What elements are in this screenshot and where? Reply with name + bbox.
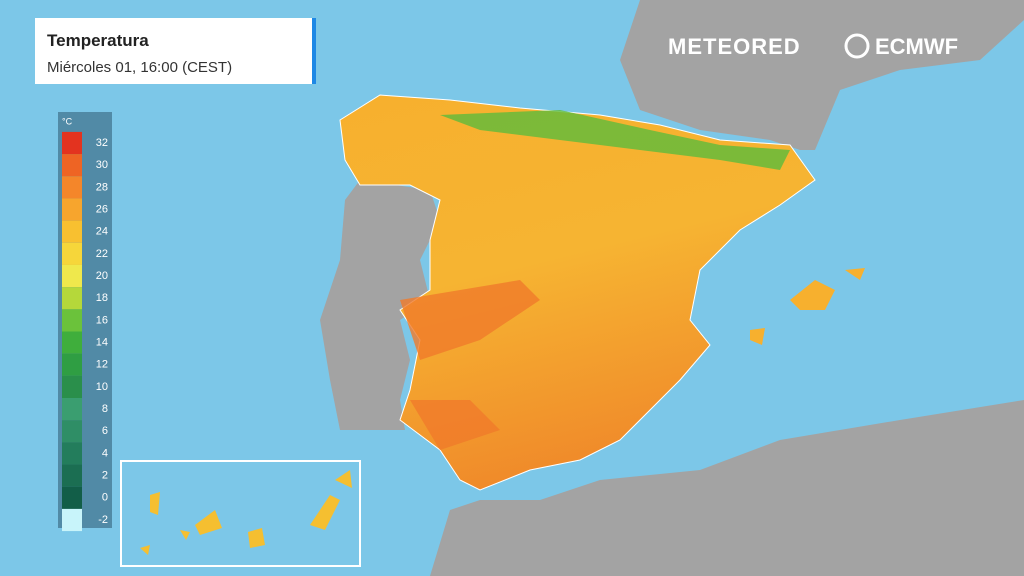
legend-tick-label: 12 [96, 359, 108, 371]
legend-tick-label: 16 [96, 314, 108, 326]
legend-swatch [62, 154, 82, 177]
legend-tick-label: 30 [96, 159, 108, 171]
legend-tick-label: 22 [96, 248, 108, 260]
title-accent [312, 18, 316, 84]
legend-swatch [62, 131, 82, 155]
subtitle: Miércoles 01, 16:00 (CEST) [47, 59, 232, 76]
south-hot-zone [400, 280, 540, 450]
legend-swatch [62, 264, 82, 288]
north-cool-zone [440, 110, 790, 170]
legend-tick-label: 26 [96, 203, 108, 215]
partner-icon [844, 33, 870, 59]
legend-swatch [62, 464, 82, 487]
brand-logo: METEORED [668, 34, 801, 59]
legend-swatch [62, 486, 82, 509]
partner-logo: ECMWF [875, 34, 958, 59]
canarias-inset [120, 460, 361, 567]
legend-tick-label: 32 [96, 137, 108, 149]
legend-swatch [62, 287, 82, 310]
title-box [35, 18, 316, 84]
portugal [320, 180, 440, 430]
legend-tick-label: -2 [98, 514, 108, 526]
legend-tick-label: 28 [96, 181, 108, 193]
legend-tick-label: 20 [96, 270, 108, 282]
legend-tick-label: 24 [96, 226, 108, 238]
legend-swatch [62, 198, 82, 221]
legend-swatch [62, 331, 82, 354]
legend-tick-label: 4 [102, 447, 108, 459]
legend-swatch [62, 398, 82, 421]
legend-swatch [62, 420, 82, 443]
legend-tick-label: 18 [96, 292, 108, 304]
legend-unit: °C [62, 116, 73, 126]
legend-tick-label: 14 [96, 336, 108, 348]
legend-swatch [62, 353, 82, 376]
spain-temperature [339, 94, 816, 491]
legend-tick-label: 2 [102, 470, 108, 482]
legend-swatch [62, 508, 82, 532]
legend-swatch [62, 220, 82, 243]
legend-tick-label: 6 [102, 425, 108, 437]
france [620, 0, 1024, 150]
legend-tick-label: 10 [96, 381, 108, 393]
legend-swatch [62, 309, 82, 332]
title: Temperatura [47, 31, 149, 50]
legend-swatch [62, 242, 82, 265]
legend-tick-label: 0 [102, 492, 108, 504]
legend-swatch [62, 375, 82, 399]
legend-swatch [62, 442, 82, 465]
baleares [750, 268, 865, 345]
legend-tick-label: 8 [102, 403, 108, 415]
legend-swatch [62, 176, 82, 199]
africa [430, 400, 1024, 576]
